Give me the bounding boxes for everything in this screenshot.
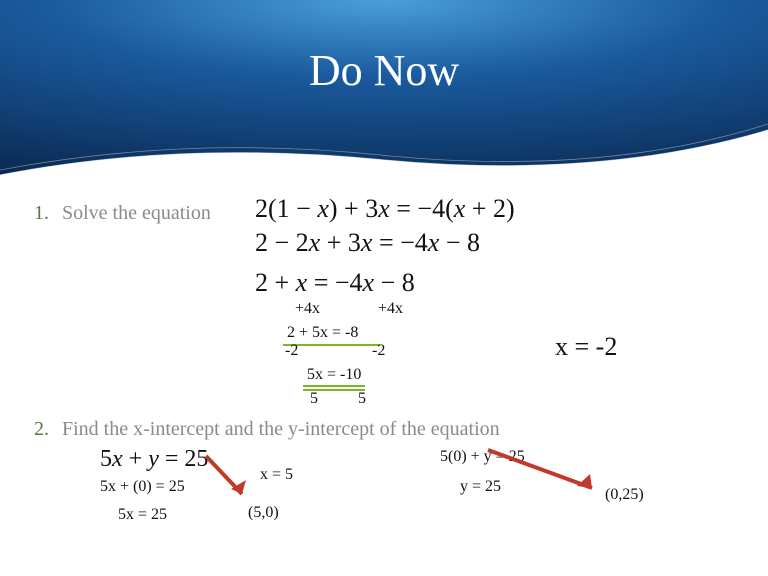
q2-left-answer: (5,0) [248, 504, 279, 522]
q1-number: 1. [34, 202, 49, 225]
q1-div-left: 5 [310, 390, 318, 408]
q1-div-right: 5 [358, 390, 366, 408]
q1-add-right: +4x [378, 300, 403, 318]
q1-line5-wrap: 5x = -10 [303, 366, 365, 386]
q1-eq-line3: 2 + x = −4x − 8 [255, 268, 415, 298]
q1-answer: x = -2 [555, 332, 617, 362]
q1-eq-line2: 2 − 2x + 3x = −4x − 8 [255, 228, 480, 258]
q2-left-result-top: x = 5 [260, 466, 293, 484]
q2-right-step2: y = 25 [460, 478, 501, 496]
q1-add-left: +4x [295, 300, 320, 318]
q2-prompt: Find the x-intercept and the y-intercept… [62, 418, 500, 441]
q1-prompt: Solve the equation [62, 202, 211, 225]
q2-right-answer: (0,25) [605, 486, 644, 504]
q1-sub-right: -2 [372, 342, 385, 360]
q1-line5: 5x = -10 [303, 366, 365, 386]
q1-eq-line1: 2(1 − x) + 3x = −4(x + 2) [255, 194, 515, 224]
q2-number: 2. [34, 418, 49, 441]
q2-left-step1: 5x + (0) = 25 [100, 478, 185, 496]
page-title: Do Now [0, 45, 768, 96]
q2-right-step1: 5(0) + y = 25 [440, 448, 525, 466]
q1-sub-left: -2 [285, 342, 298, 360]
q2-equation: 5x + y = 25 [100, 446, 208, 473]
q2-left-step2: 5x = 25 [118, 506, 167, 524]
